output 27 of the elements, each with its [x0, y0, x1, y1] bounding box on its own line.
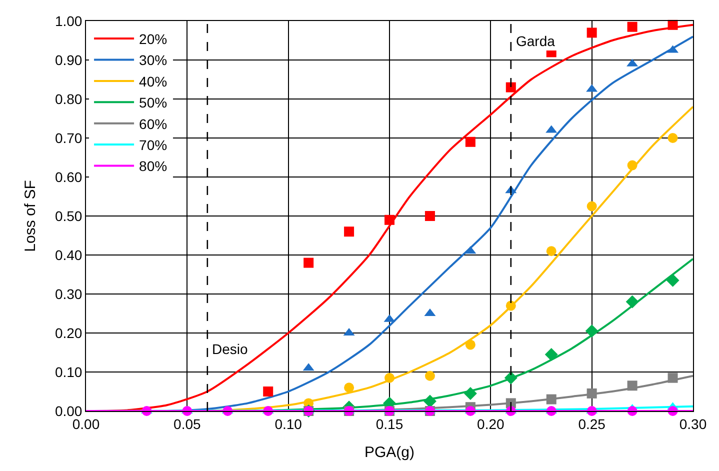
y-tick-label: 0.20 [54, 324, 82, 341]
legend-label: 60% [139, 116, 168, 132]
y-tick-label: 0.10 [54, 364, 82, 380]
y-tick-label: 0.90 [54, 52, 82, 68]
x-tick-label: 0.15 [376, 416, 404, 432]
x-tick-label: 0.10 [274, 416, 302, 432]
x-tick-label: 0.30 [679, 416, 707, 432]
x-tick-label: 0.05 [174, 416, 202, 432]
legend-label: 20% [139, 31, 168, 48]
y-axis-title: Loss of SF [22, 180, 40, 252]
y-tick-label: 0.80 [54, 90, 82, 107]
y-tick-label: 0.70 [54, 130, 82, 146]
y-tick-label: 0.40 [54, 246, 82, 263]
legend-label: 30% [139, 52, 168, 68]
ref-line-label: Desio [212, 341, 248, 357]
y-tick-label: 0.30 [54, 286, 82, 302]
x-axis-title: PGA(g) [364, 444, 415, 461]
ref-line-label: Garda [516, 33, 556, 49]
legend-label: 80% [139, 158, 168, 174]
x-tick-label: 0.25 [578, 416, 606, 432]
legend-label: 40% [139, 73, 168, 90]
y-tick-label: 1.00 [54, 12, 82, 29]
legend-label: 70% [139, 137, 168, 154]
legend-label: 50% [139, 94, 168, 111]
x-tick-label: 0.20 [477, 416, 505, 432]
y-tick-label: 0.60 [54, 168, 82, 185]
y-tick-label: 0.50 [54, 208, 82, 224]
